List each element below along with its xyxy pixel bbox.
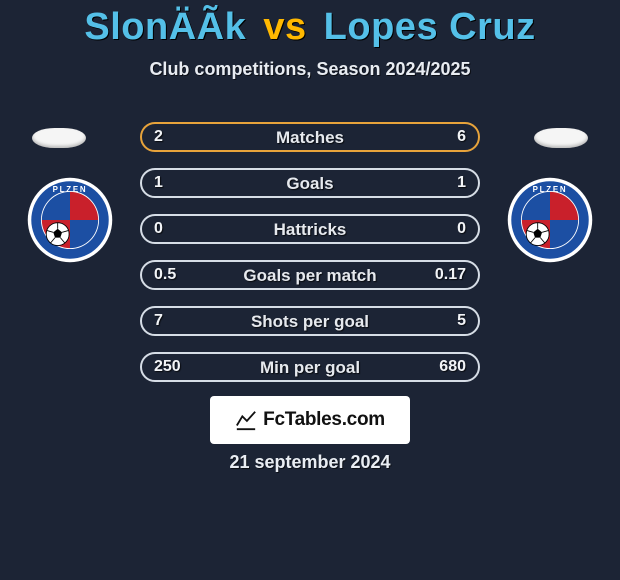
brand-box: FcTables.com (210, 396, 410, 444)
stat-row: 1 Goals 1 (140, 168, 480, 198)
stat-right-value: 5 (457, 312, 466, 330)
subtitle: Club competitions, Season 2024/2025 (0, 59, 620, 80)
flag-right (534, 128, 588, 148)
stat-label: Goals (142, 174, 478, 194)
date-label: 21 september 2024 (0, 452, 620, 473)
player2-name: Lopes Cruz (324, 6, 536, 48)
stat-row: 0 Hattricks 0 (140, 214, 480, 244)
stat-row: 2 Matches 6 (140, 122, 480, 152)
stat-row: 250 Min per goal 680 (140, 352, 480, 382)
stat-row: 7 Shots per goal 5 (140, 306, 480, 336)
vs-label: vs (263, 6, 306, 48)
stat-label: Matches (142, 128, 478, 148)
stats-block: 2 Matches 6 1 Goals 1 0 Hattricks 0 0.5 … (140, 122, 480, 398)
chart-icon (235, 409, 257, 431)
stat-right-value: 680 (439, 358, 466, 376)
stat-right-value: 0 (457, 220, 466, 238)
stat-right-value: 0.17 (435, 266, 466, 284)
stat-right-value: 6 (457, 128, 466, 146)
stat-right-value: 1 (457, 174, 466, 192)
club-badge-left: PLZEN (26, 176, 114, 264)
player1-name: SlonÄÃ­k (84, 6, 246, 48)
brand-text: FcTables.com (263, 409, 385, 431)
page-title: SlonÄÃ­k vs Lopes Cruz (0, 6, 620, 49)
stat-label: Shots per goal (142, 312, 478, 332)
stat-label: Hattricks (142, 220, 478, 240)
stat-label: Min per goal (142, 358, 478, 378)
flag-left (32, 128, 86, 148)
stat-label: Goals per match (142, 266, 478, 286)
stat-row: 0.5 Goals per match 0.17 (140, 260, 480, 290)
club-badge-right: PLZEN (506, 176, 594, 264)
